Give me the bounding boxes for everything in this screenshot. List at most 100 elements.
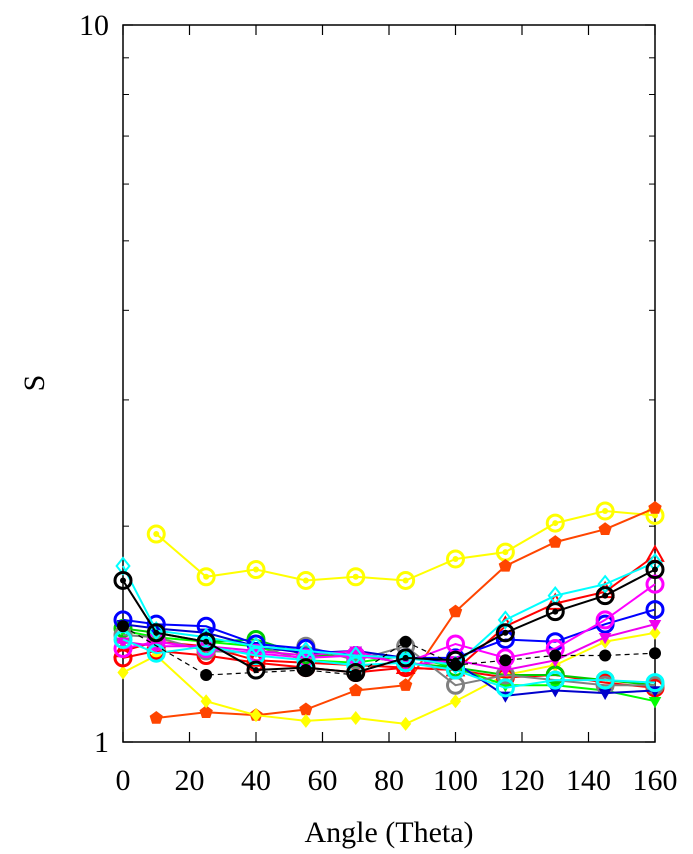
x-tick-label: 60 <box>308 764 338 797</box>
data-point <box>200 694 212 709</box>
data-point <box>449 659 462 672</box>
data-point <box>595 501 615 521</box>
data-point <box>598 688 612 701</box>
data-point <box>117 620 129 633</box>
data-point-center <box>253 566 259 573</box>
data-point-center <box>602 507 609 514</box>
data-point <box>595 586 615 606</box>
x-tick-label: 20 <box>175 764 205 797</box>
data-point <box>495 623 515 643</box>
series-15 <box>117 620 661 682</box>
data-point <box>117 665 129 680</box>
data-point <box>113 648 133 668</box>
data-point <box>495 678 515 698</box>
data-point <box>545 602 565 622</box>
data-point <box>548 535 562 548</box>
data-point <box>148 621 164 641</box>
data-point <box>196 567 216 587</box>
data-point <box>146 623 166 643</box>
data-point-center <box>452 555 459 562</box>
data-point <box>545 513 565 533</box>
data-point <box>599 649 612 662</box>
data-point-center <box>153 629 160 636</box>
data-point <box>396 648 416 668</box>
data-point <box>399 678 413 691</box>
data-point <box>449 694 462 709</box>
data-point <box>299 664 312 677</box>
data-point <box>499 665 512 678</box>
data-point <box>196 632 216 652</box>
data-point <box>396 570 416 590</box>
data-point <box>548 686 562 698</box>
data-point-center <box>203 573 210 580</box>
data-point-center <box>253 667 259 674</box>
data-point-center <box>203 638 210 645</box>
data-point-center <box>502 629 509 636</box>
y-axis-label: S <box>18 375 51 392</box>
data-point-center <box>120 577 126 584</box>
data-point <box>649 647 661 660</box>
data-point <box>645 560 665 580</box>
x-axis-label: Angle (Theta) <box>304 816 473 849</box>
data-point <box>300 713 312 728</box>
data-point <box>549 649 562 662</box>
data-point-center <box>502 549 509 556</box>
data-point <box>350 711 362 726</box>
data-point <box>113 570 133 590</box>
data-point <box>246 646 266 666</box>
y-tick-label: 10 <box>79 9 109 42</box>
data-point <box>248 636 264 656</box>
data-point <box>497 610 514 630</box>
data-point <box>597 574 613 594</box>
data-point <box>346 567 366 587</box>
y-tick-label: 1 <box>94 726 109 759</box>
data-point <box>296 570 316 590</box>
data-point <box>499 654 512 667</box>
data-point <box>399 635 412 648</box>
data-point <box>250 708 262 723</box>
x-tick-label: 0 <box>116 764 131 797</box>
data-point <box>448 604 463 618</box>
data-point <box>595 610 615 630</box>
data-point <box>349 646 363 658</box>
x-tick-label: 40 <box>241 764 271 797</box>
axis-ticks: 0 20 40 60 80 100 120 140 160 1 10 <box>79 9 678 797</box>
data-point <box>349 669 362 682</box>
series-line <box>122 623 656 697</box>
data-point <box>645 600 665 620</box>
data-point-center <box>402 577 409 584</box>
data-point-center <box>352 573 359 580</box>
series-1 <box>149 501 662 724</box>
data-point <box>115 556 131 576</box>
data-point <box>498 559 512 572</box>
data-point-center <box>552 520 559 527</box>
data-point <box>595 670 615 690</box>
data-point <box>446 549 465 569</box>
data-point-center <box>153 531 160 538</box>
data-point-center <box>302 577 309 584</box>
data-point-center <box>552 608 559 615</box>
series-line <box>122 561 656 667</box>
data-point-center <box>652 512 658 519</box>
data-point <box>400 716 412 731</box>
data-point <box>246 560 266 580</box>
data-point <box>648 619 662 632</box>
data-point <box>246 660 266 680</box>
series-layer <box>113 501 665 731</box>
data-point <box>545 670 565 690</box>
data-point <box>200 669 213 682</box>
data-point <box>149 711 163 724</box>
data-point <box>299 702 313 716</box>
data-point <box>648 501 662 514</box>
x-tick-label: 100 <box>433 764 478 797</box>
data-point-center <box>602 592 609 599</box>
series-line <box>122 631 656 725</box>
data-point <box>146 524 166 544</box>
x-tick-label: 80 <box>374 764 404 797</box>
data-point <box>648 696 662 709</box>
data-point <box>349 683 363 697</box>
x-tick-label: 120 <box>500 764 545 797</box>
x-tick-label: 160 <box>633 764 678 797</box>
x-tick-label: 140 <box>566 764 611 797</box>
